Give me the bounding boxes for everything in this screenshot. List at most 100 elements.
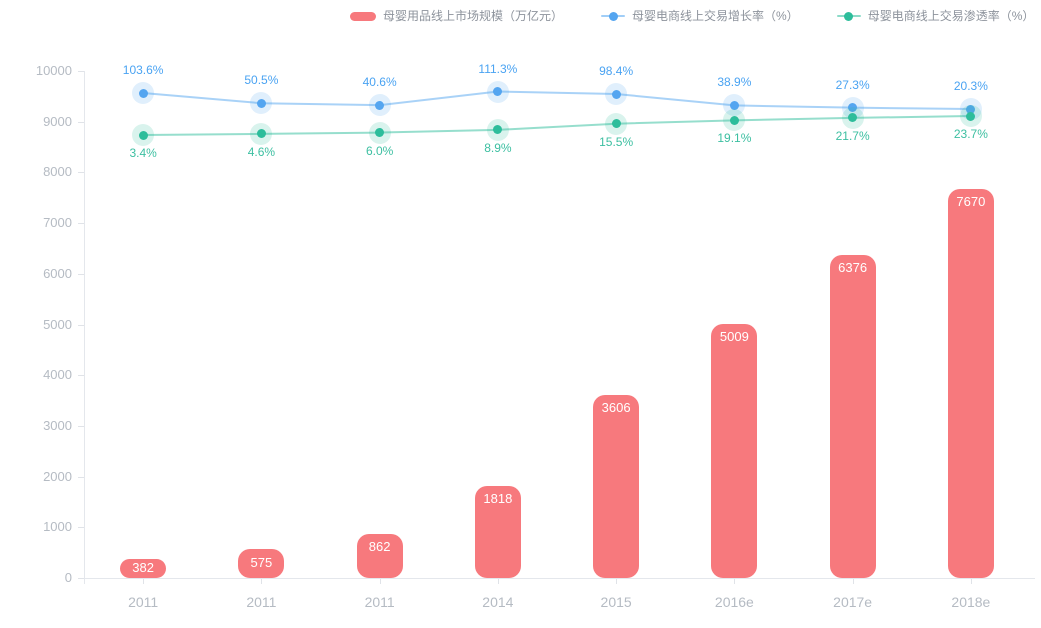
- line-point[interactable]: [966, 104, 976, 114]
- y-tick-mark: [78, 71, 84, 72]
- line-point-label: 23.7%: [953, 127, 988, 142]
- bar-value-label: 5009: [719, 329, 749, 345]
- line-point-label: 111.3%: [478, 61, 518, 76]
- y-tick-label: 5000: [43, 316, 72, 332]
- x-tick-label: 2011: [364, 594, 395, 610]
- growth-rate-line: [143, 90, 971, 111]
- line-series-swatch-icon: [836, 11, 861, 21]
- y-axis-line: [84, 71, 85, 584]
- bar-2016e[interactable]: [711, 324, 758, 578]
- y-tick-label: 7000: [43, 215, 72, 231]
- line-point-label: 98.4%: [599, 64, 634, 78]
- x-tick-mark: [497, 579, 499, 584]
- x-tick-mark: [379, 579, 381, 584]
- line-point[interactable]: [375, 100, 385, 110]
- line-point[interactable]: [611, 89, 621, 99]
- bar-value-label: 575: [250, 555, 273, 571]
- line-point-label: 103.6%: [122, 63, 164, 77]
- legend-item-growth-rate[interactable]: 母婴电商线上交易增长率（%）: [601, 8, 799, 24]
- line-point-label: 21.7%: [835, 128, 870, 143]
- bar-value-label: 862: [368, 539, 391, 555]
- y-tick-label: 4000: [43, 367, 72, 383]
- line-point-label: 6.0%: [365, 143, 394, 158]
- y-tick-mark: [78, 324, 84, 326]
- line-point-label: 8.9%: [484, 140, 512, 155]
- line-point-label: 15.5%: [599, 134, 634, 149]
- penetration-rate-line: [143, 115, 971, 137]
- y-tick-mark: [78, 527, 84, 529]
- bar-2014[interactable]: [474, 485, 521, 578]
- legend-label-growth-rate: 母婴电商线上交易增长率（%）: [632, 9, 799, 23]
- bar-series-swatch-icon: [350, 11, 376, 21]
- bar-2015[interactable]: [593, 395, 640, 578]
- line-point[interactable]: [375, 128, 385, 138]
- x-tick-label: 2014: [482, 594, 514, 610]
- bar-value-label: 1818: [483, 490, 513, 506]
- x-tick-mark: [261, 579, 263, 584]
- line-point[interactable]: [256, 98, 266, 108]
- x-tick-label: 2016e: [714, 594, 754, 610]
- legend-item-market-size[interactable]: 母婴用品线上市场规模（万亿元）: [350, 8, 563, 24]
- x-tick-mark: [970, 579, 972, 584]
- legend-label-market-size: 母婴用品线上市场规模（万亿元）: [383, 9, 564, 23]
- x-tick-mark: [734, 579, 736, 584]
- x-tick-label: 2015: [600, 594, 632, 610]
- y-tick-label: 10000: [35, 63, 72, 78]
- line-point-label: 40.6%: [362, 75, 397, 90]
- line-point[interactable]: [611, 119, 621, 129]
- y-tick-label: 0: [64, 570, 72, 585]
- line-point-label: 20.3%: [953, 79, 988, 93]
- y-tick-label: 9000: [43, 113, 72, 129]
- y-tick-label: 6000: [43, 265, 72, 281]
- chart-legend: 母婴用品线上市场规模（万亿元） 母婴电商线上交易增长率（%） 母婴电商线上交易渗…: [350, 8, 1034, 24]
- x-tick-label: 2018e: [951, 594, 991, 610]
- y-tick-mark: [78, 273, 84, 275]
- y-tick-mark: [78, 476, 84, 478]
- line-point-label: 50.5%: [244, 73, 279, 88]
- line-point-label: 4.6%: [247, 144, 276, 159]
- y-tick-mark: [78, 425, 84, 427]
- y-tick-label: 1000: [43, 519, 72, 535]
- x-tick-label: 2011: [128, 594, 159, 610]
- line-point[interactable]: [493, 125, 503, 135]
- bar-value-label: 382: [132, 560, 154, 576]
- y-tick-label: 8000: [43, 164, 72, 180]
- y-tick-mark: [78, 375, 84, 377]
- x-tick-mark: [616, 579, 618, 584]
- line-point[interactable]: [848, 103, 858, 113]
- bar-2011[interactable]: [356, 534, 403, 578]
- line-series-swatch-icon: [601, 11, 626, 21]
- bar-value-label: 6376: [838, 259, 868, 275]
- x-tick-label: 2017e: [833, 594, 873, 610]
- bar-2017e[interactable]: [829, 254, 876, 578]
- bar-2011[interactable]: [120, 558, 167, 578]
- line-point-label: 3.4%: [129, 146, 157, 161]
- bar-value-label: 7670: [956, 194, 986, 210]
- y-tick-label: 3000: [43, 417, 72, 433]
- bar-value-label: 3606: [601, 400, 631, 416]
- y-tick-mark: [78, 172, 84, 174]
- line-point[interactable]: [493, 87, 503, 97]
- y-tick-mark: [78, 121, 84, 123]
- y-tick-label: 2000: [43, 468, 72, 484]
- line-point[interactable]: [848, 113, 858, 123]
- line-point-label: 38.9%: [717, 75, 752, 90]
- line-point[interactable]: [138, 88, 148, 98]
- line-point[interactable]: [138, 130, 148, 140]
- legend-item-penetration-rate[interactable]: 母婴电商线上交易渗透率（%）: [836, 8, 1035, 24]
- bar-2011[interactable]: [238, 548, 285, 578]
- line-point-label: 27.3%: [835, 77, 870, 92]
- line-point[interactable]: [729, 100, 739, 110]
- y-tick-mark: [78, 578, 84, 579]
- bar-2018e[interactable]: [947, 189, 994, 578]
- line-point[interactable]: [966, 111, 976, 121]
- x-tick-label: 2011: [246, 594, 277, 610]
- line-point[interactable]: [256, 129, 266, 139]
- x-tick-mark: [852, 579, 854, 584]
- line-point[interactable]: [729, 115, 739, 125]
- legend-label-penetration-rate: 母婴电商线上交易渗透率（%）: [867, 9, 1035, 23]
- y-tick-mark: [78, 223, 84, 225]
- line-point-label: 19.1%: [717, 131, 752, 146]
